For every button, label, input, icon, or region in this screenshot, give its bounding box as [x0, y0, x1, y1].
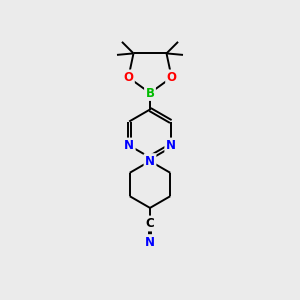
- Text: O: O: [123, 71, 134, 84]
- Text: N: N: [124, 139, 134, 152]
- Text: N: N: [145, 154, 155, 168]
- Text: C: C: [146, 217, 154, 230]
- Text: N: N: [145, 236, 155, 249]
- Text: O: O: [167, 71, 177, 84]
- Text: N: N: [166, 139, 176, 152]
- Text: B: B: [146, 86, 154, 100]
